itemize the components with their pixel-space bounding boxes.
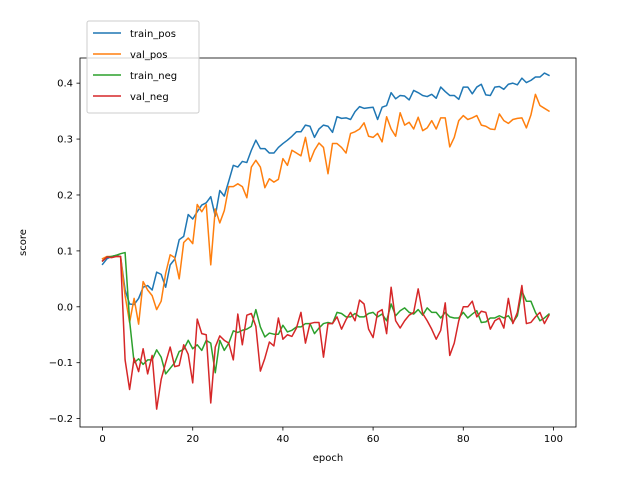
series-line-train-neg bbox=[101, 251, 551, 375]
legend: train_pos val_pos train_neg val_neg bbox=[86, 20, 200, 114]
y-tick-label: 0.2 bbox=[57, 190, 73, 201]
series-line-train-pos bbox=[101, 72, 550, 306]
y-tick-label: −0.2 bbox=[49, 414, 73, 425]
x-tick-label: 80 bbox=[457, 434, 470, 445]
y-tick-label: 0.4 bbox=[57, 79, 73, 90]
y-axis-label: score bbox=[18, 229, 29, 256]
y-tick-label: 0.3 bbox=[57, 135, 73, 146]
series-line-val-pos bbox=[101, 93, 550, 325]
y-tick-label: 0.1 bbox=[57, 246, 73, 257]
x-tick-label: 100 bbox=[544, 434, 563, 445]
y-axis: −0.2 −0.1 0.0 0.1 0.2 0.3 0.4 bbox=[49, 79, 80, 425]
plot-lines bbox=[101, 72, 551, 410]
legend-box bbox=[86, 20, 200, 114]
legend-label-val-neg: val_neg bbox=[130, 92, 169, 103]
legend-label-val-pos: val_pos bbox=[130, 50, 168, 61]
y-tick-label: −0.1 bbox=[49, 358, 73, 369]
legend-label-train-pos: train_pos bbox=[130, 29, 176, 40]
series-line-val-neg bbox=[101, 255, 550, 410]
y-tick-label: 0.0 bbox=[57, 302, 73, 313]
x-tick-label: 0 bbox=[99, 434, 105, 445]
x-tick-label: 60 bbox=[367, 434, 380, 445]
plot-frame bbox=[79, 57, 577, 428]
x-axis: 0 20 40 60 80 100 bbox=[99, 427, 563, 445]
legend-label-train-neg: train_neg bbox=[130, 71, 177, 82]
x-axis-label: epoch bbox=[313, 453, 343, 464]
x-tick-label: 40 bbox=[277, 434, 290, 445]
x-tick-label: 20 bbox=[186, 434, 199, 445]
